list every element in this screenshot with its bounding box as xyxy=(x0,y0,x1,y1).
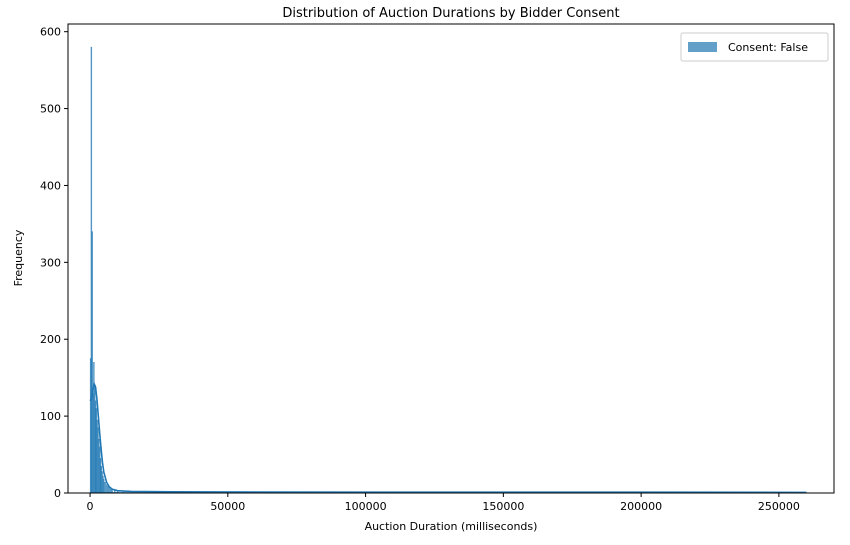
y-axis-label: Frequency xyxy=(12,229,25,286)
legend-box xyxy=(680,32,829,62)
plot-frame xyxy=(67,23,835,494)
histogram-bar-18 xyxy=(105,484,108,494)
kde-line xyxy=(89,381,807,494)
legend: Consent: False xyxy=(680,32,829,62)
histogram-bar-20 xyxy=(108,487,110,494)
legend-label: Consent: False xyxy=(728,41,808,54)
y-tick-label-1: 100 xyxy=(40,410,61,423)
y-axis: 0 100 200 300 400 500 600 xyxy=(40,26,68,500)
histogram-bar-19 xyxy=(107,485,109,494)
y-tick-label-0: 0 xyxy=(54,487,61,500)
y-tick-label-6: 600 xyxy=(40,26,61,39)
legend-swatch xyxy=(688,42,717,52)
x-axis: 0 50000 100000 150000 200000 250000 xyxy=(87,493,800,513)
x-tick-label-0: 0 xyxy=(87,500,94,513)
histogram-bar-21 xyxy=(110,489,112,494)
histogram-bar-16 xyxy=(103,479,105,494)
x-tick-label-5: 250000 xyxy=(758,500,800,513)
y-tick-label-3: 300 xyxy=(40,256,61,269)
x-axis-label: Auction Duration (milliseconds) xyxy=(365,520,538,533)
x-tick-label-3: 150000 xyxy=(482,500,524,513)
x-tick-label-4: 200000 xyxy=(620,500,662,513)
y-tick-label-2: 200 xyxy=(40,333,61,346)
plot-area xyxy=(89,46,807,494)
x-tick-label-2: 100000 xyxy=(345,500,387,513)
chart-title: Distribution of Auction Durations by Bid… xyxy=(282,6,619,21)
y-tick-label-4: 400 xyxy=(40,179,61,192)
histogram-bar-17 xyxy=(104,482,106,494)
y-tick-label-5: 500 xyxy=(40,103,61,116)
x-tick-label-1: 50000 xyxy=(210,500,245,513)
